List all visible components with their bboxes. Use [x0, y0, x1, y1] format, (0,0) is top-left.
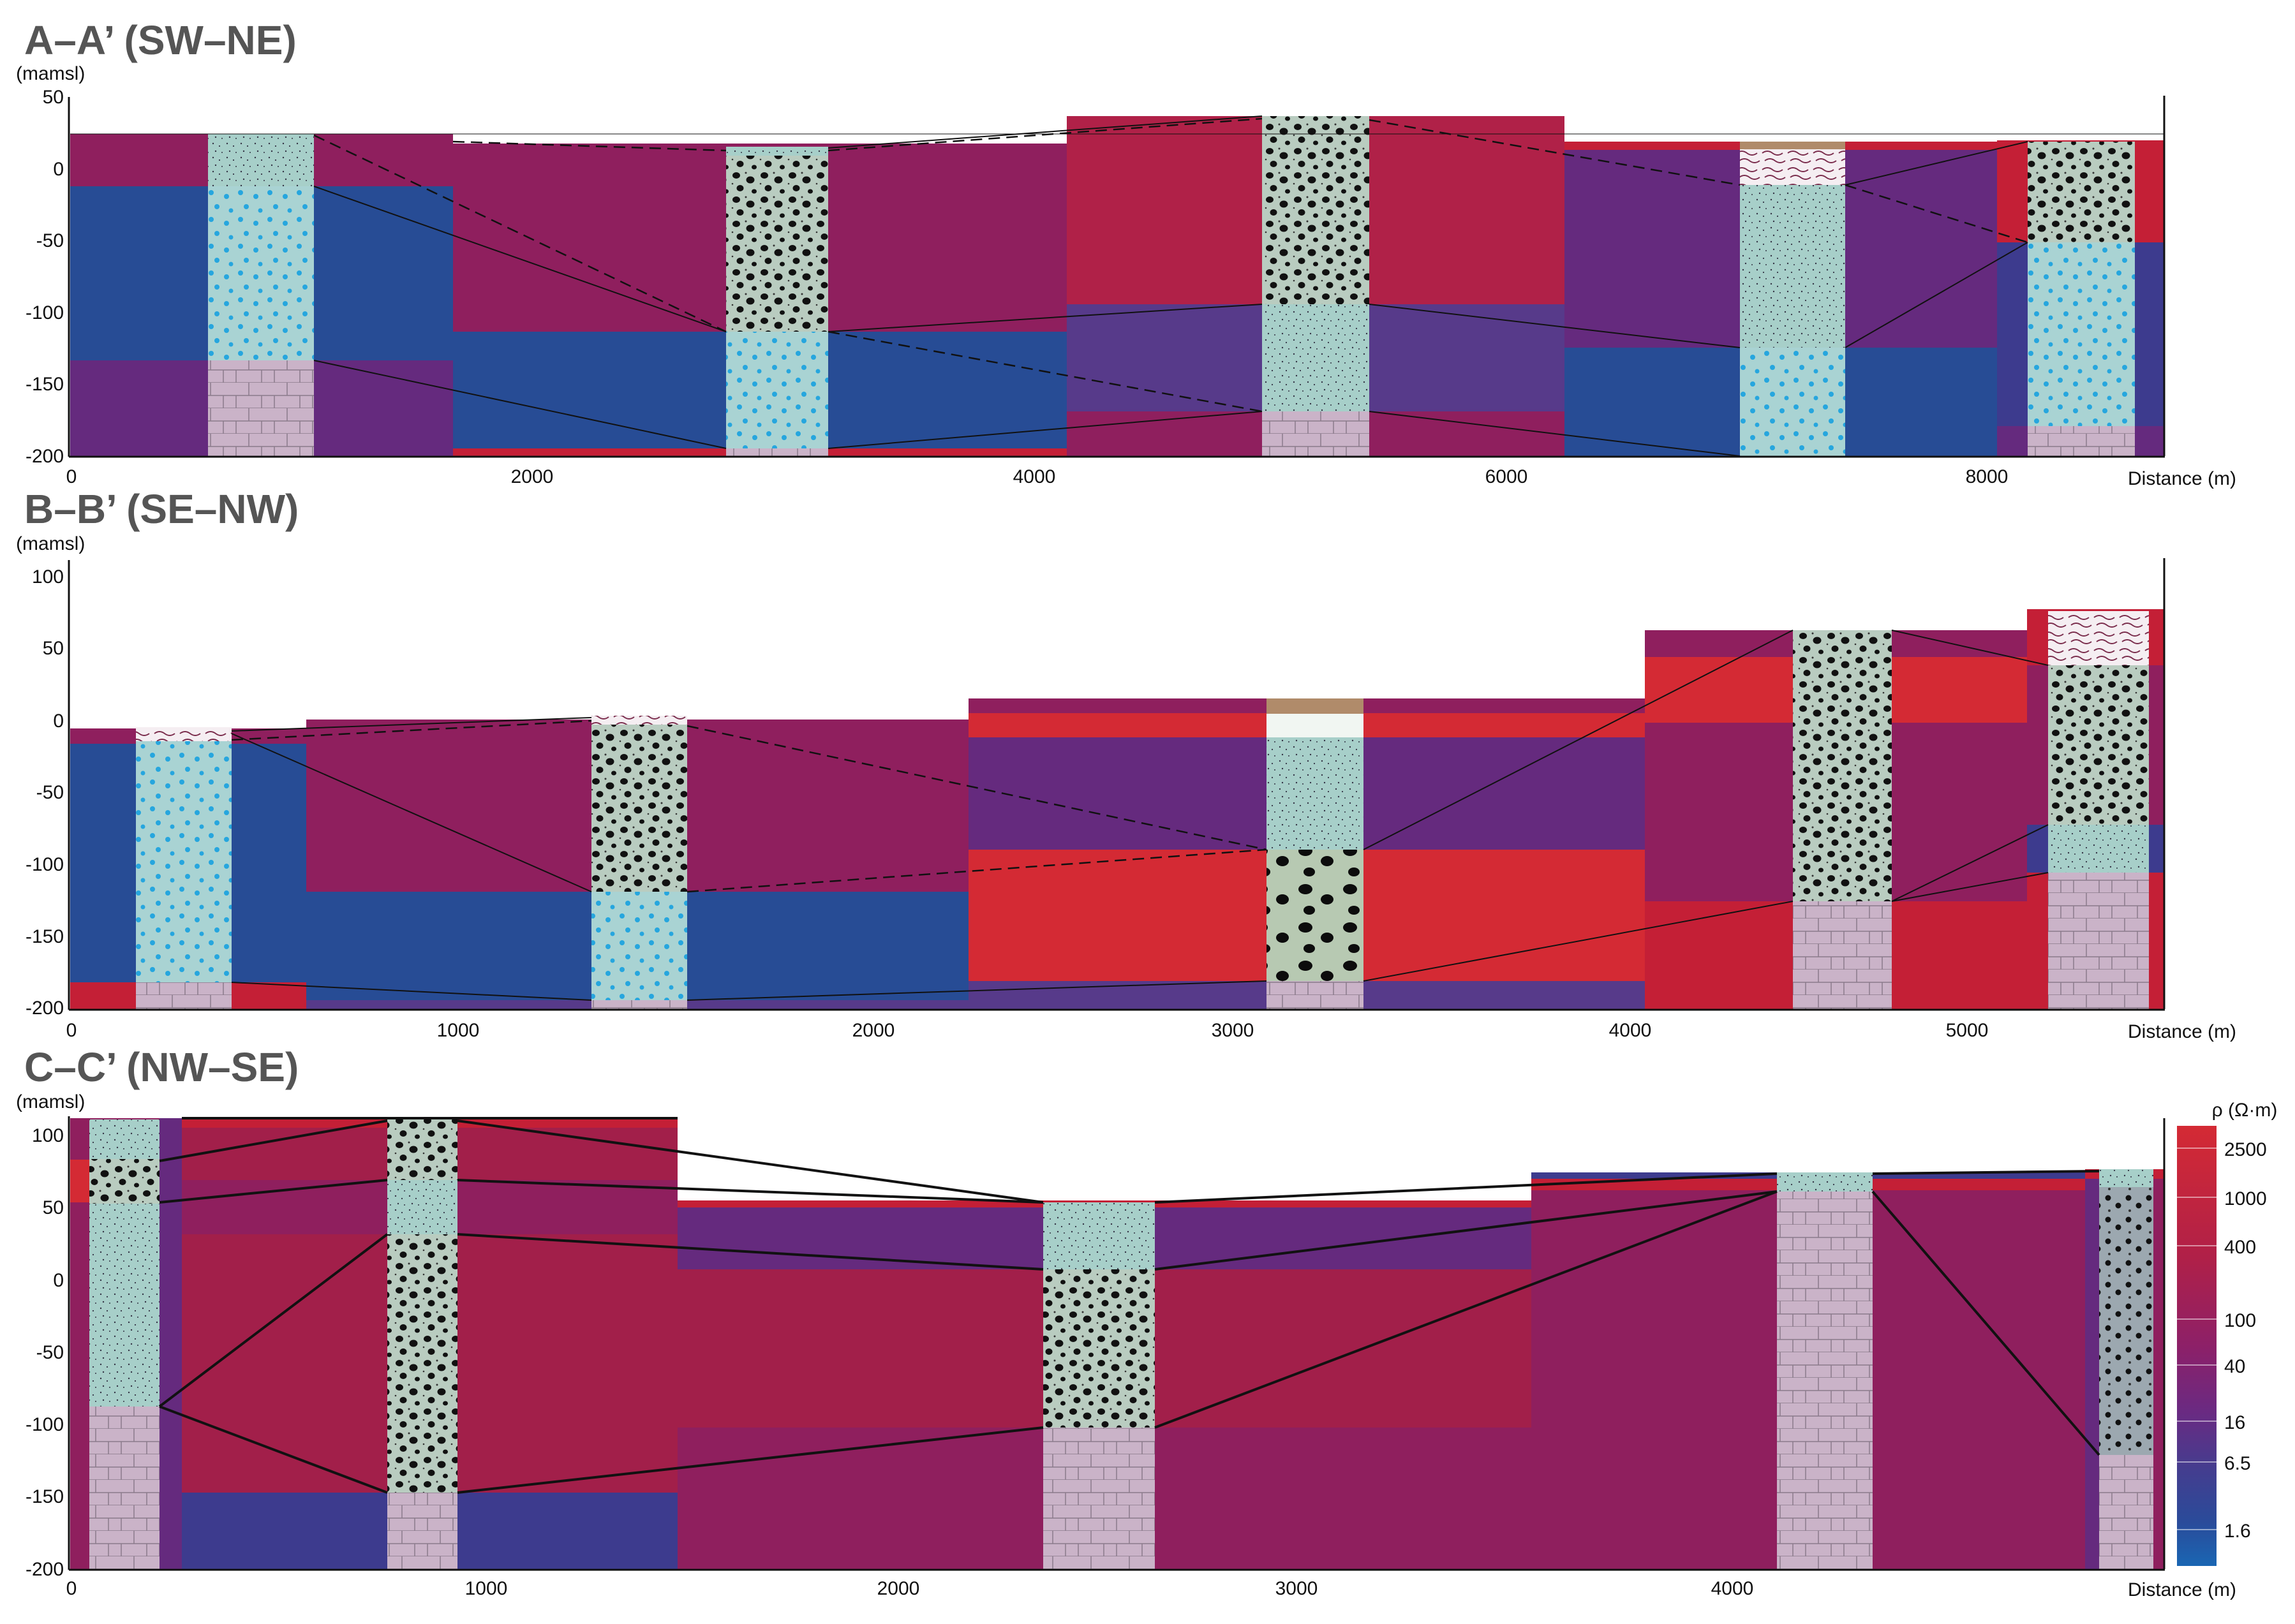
legend-label: 16 — [2224, 1412, 2245, 1433]
y-tick-label: -50 — [36, 1342, 64, 1363]
section-b-cross-section — [70, 558, 2165, 1009]
y-tick-label: 100 — [32, 1125, 64, 1146]
section-b-x-unit: Distance (m) — [2128, 1021, 2236, 1042]
section-b-y-unit: (mamsl) — [16, 533, 85, 554]
y-tick-label: -200 — [26, 1559, 64, 1580]
legend-label: 2500 — [2224, 1139, 2267, 1160]
section-c-title: C–C’ (NW–SE) — [24, 1044, 299, 1090]
section-b-title: B–B’ (SE–NW) — [24, 486, 299, 532]
y-tick-label: 50 — [43, 638, 64, 659]
y-tick-label: -100 — [26, 1414, 64, 1435]
legend-colorbar — [2177, 1126, 2217, 1566]
x-tick-label: 2000 — [877, 1578, 920, 1599]
y-tick-label: -50 — [36, 782, 64, 803]
section-c-y-unit: (mamsl) — [16, 1091, 85, 1112]
section-a-y-ticks: 50 0 -50 -100 -150 -200 — [26, 87, 64, 467]
x-tick-label: 0 — [66, 466, 77, 487]
y-tick-label: -150 — [26, 1486, 64, 1507]
y-tick-label: -200 — [26, 446, 64, 467]
y-tick-label: 0 — [53, 711, 64, 732]
x-tick-label: 5000 — [1946, 1020, 1989, 1041]
y-tick-label: 0 — [53, 1270, 64, 1291]
x-tick-label: 1000 — [465, 1578, 508, 1599]
legend-title: ρ (Ω·m) — [2212, 1100, 2278, 1121]
section-b: B–B’ (SE–NW) (mamsl) — [16, 486, 2236, 1042]
x-tick-label: 1000 — [437, 1020, 480, 1041]
section-b-y-ticks: 100 50 0 -50 -100 -150 -200 — [26, 566, 64, 1019]
x-tick-label: 6000 — [1485, 466, 1528, 487]
legend-label: 1000 — [2224, 1188, 2267, 1209]
x-tick-label: 2000 — [511, 466, 554, 487]
section-a-title: A–A’ (SW–NE) — [24, 17, 297, 63]
resistivity-legend: ρ (Ω·m) 2500 1000 400 100 40 16 6.5 1.6 — [2177, 1100, 2277, 1566]
y-tick-label: 50 — [43, 1197, 64, 1218]
legend-label: 1.6 — [2224, 1521, 2251, 1542]
y-tick-label: 50 — [43, 87, 64, 108]
section-c-y-ticks: 100 50 0 -50 -100 -150 -200 — [26, 1125, 64, 1580]
y-tick-label: -100 — [26, 854, 64, 875]
y-tick-label: -200 — [26, 998, 64, 1019]
section-c-cross-section — [70, 1117, 2165, 1569]
section-a-x-ticks: 0 2000 4000 6000 8000 — [66, 466, 2009, 487]
section-a: A–A’ (SW–NE) (mamsl) — [16, 17, 2236, 489]
y-tick-label: 100 — [32, 566, 64, 587]
section-a-x-unit: Distance (m) — [2128, 468, 2236, 489]
legend-label: 40 — [2224, 1356, 2245, 1377]
section-c: C–C’ (NW–SE) (mamsl) — [16, 1044, 2236, 1600]
section-a-y-unit: (mamsl) — [16, 63, 85, 84]
x-tick-label: 8000 — [1966, 466, 2009, 487]
y-tick-label: -150 — [26, 374, 64, 395]
x-tick-label: 4000 — [1609, 1020, 1652, 1041]
x-tick-label: 4000 — [1711, 1578, 1754, 1599]
section-c-x-ticks: 0 1000 2000 3000 4000 — [66, 1578, 1754, 1599]
x-tick-label: 4000 — [1013, 466, 1056, 487]
section-c-x-unit: Distance (m) — [2128, 1579, 2236, 1600]
section-a-cross-section — [70, 96, 2165, 457]
legend-label: 6.5 — [2224, 1453, 2251, 1474]
x-tick-label: 3000 — [1275, 1578, 1318, 1599]
x-tick-label: 0 — [66, 1020, 77, 1041]
x-tick-label: 3000 — [1212, 1020, 1254, 1041]
x-tick-label: 2000 — [852, 1020, 895, 1041]
legend-label: 100 — [2224, 1310, 2256, 1331]
section-b-x-ticks: 0 1000 2000 3000 4000 5000 — [66, 1020, 1989, 1041]
x-tick-label: 0 — [66, 1578, 77, 1599]
y-tick-label: 0 — [53, 159, 64, 180]
y-tick-label: -150 — [26, 926, 64, 947]
legend-label: 400 — [2224, 1237, 2256, 1258]
y-tick-label: -100 — [26, 302, 64, 323]
y-tick-label: -50 — [36, 230, 64, 251]
